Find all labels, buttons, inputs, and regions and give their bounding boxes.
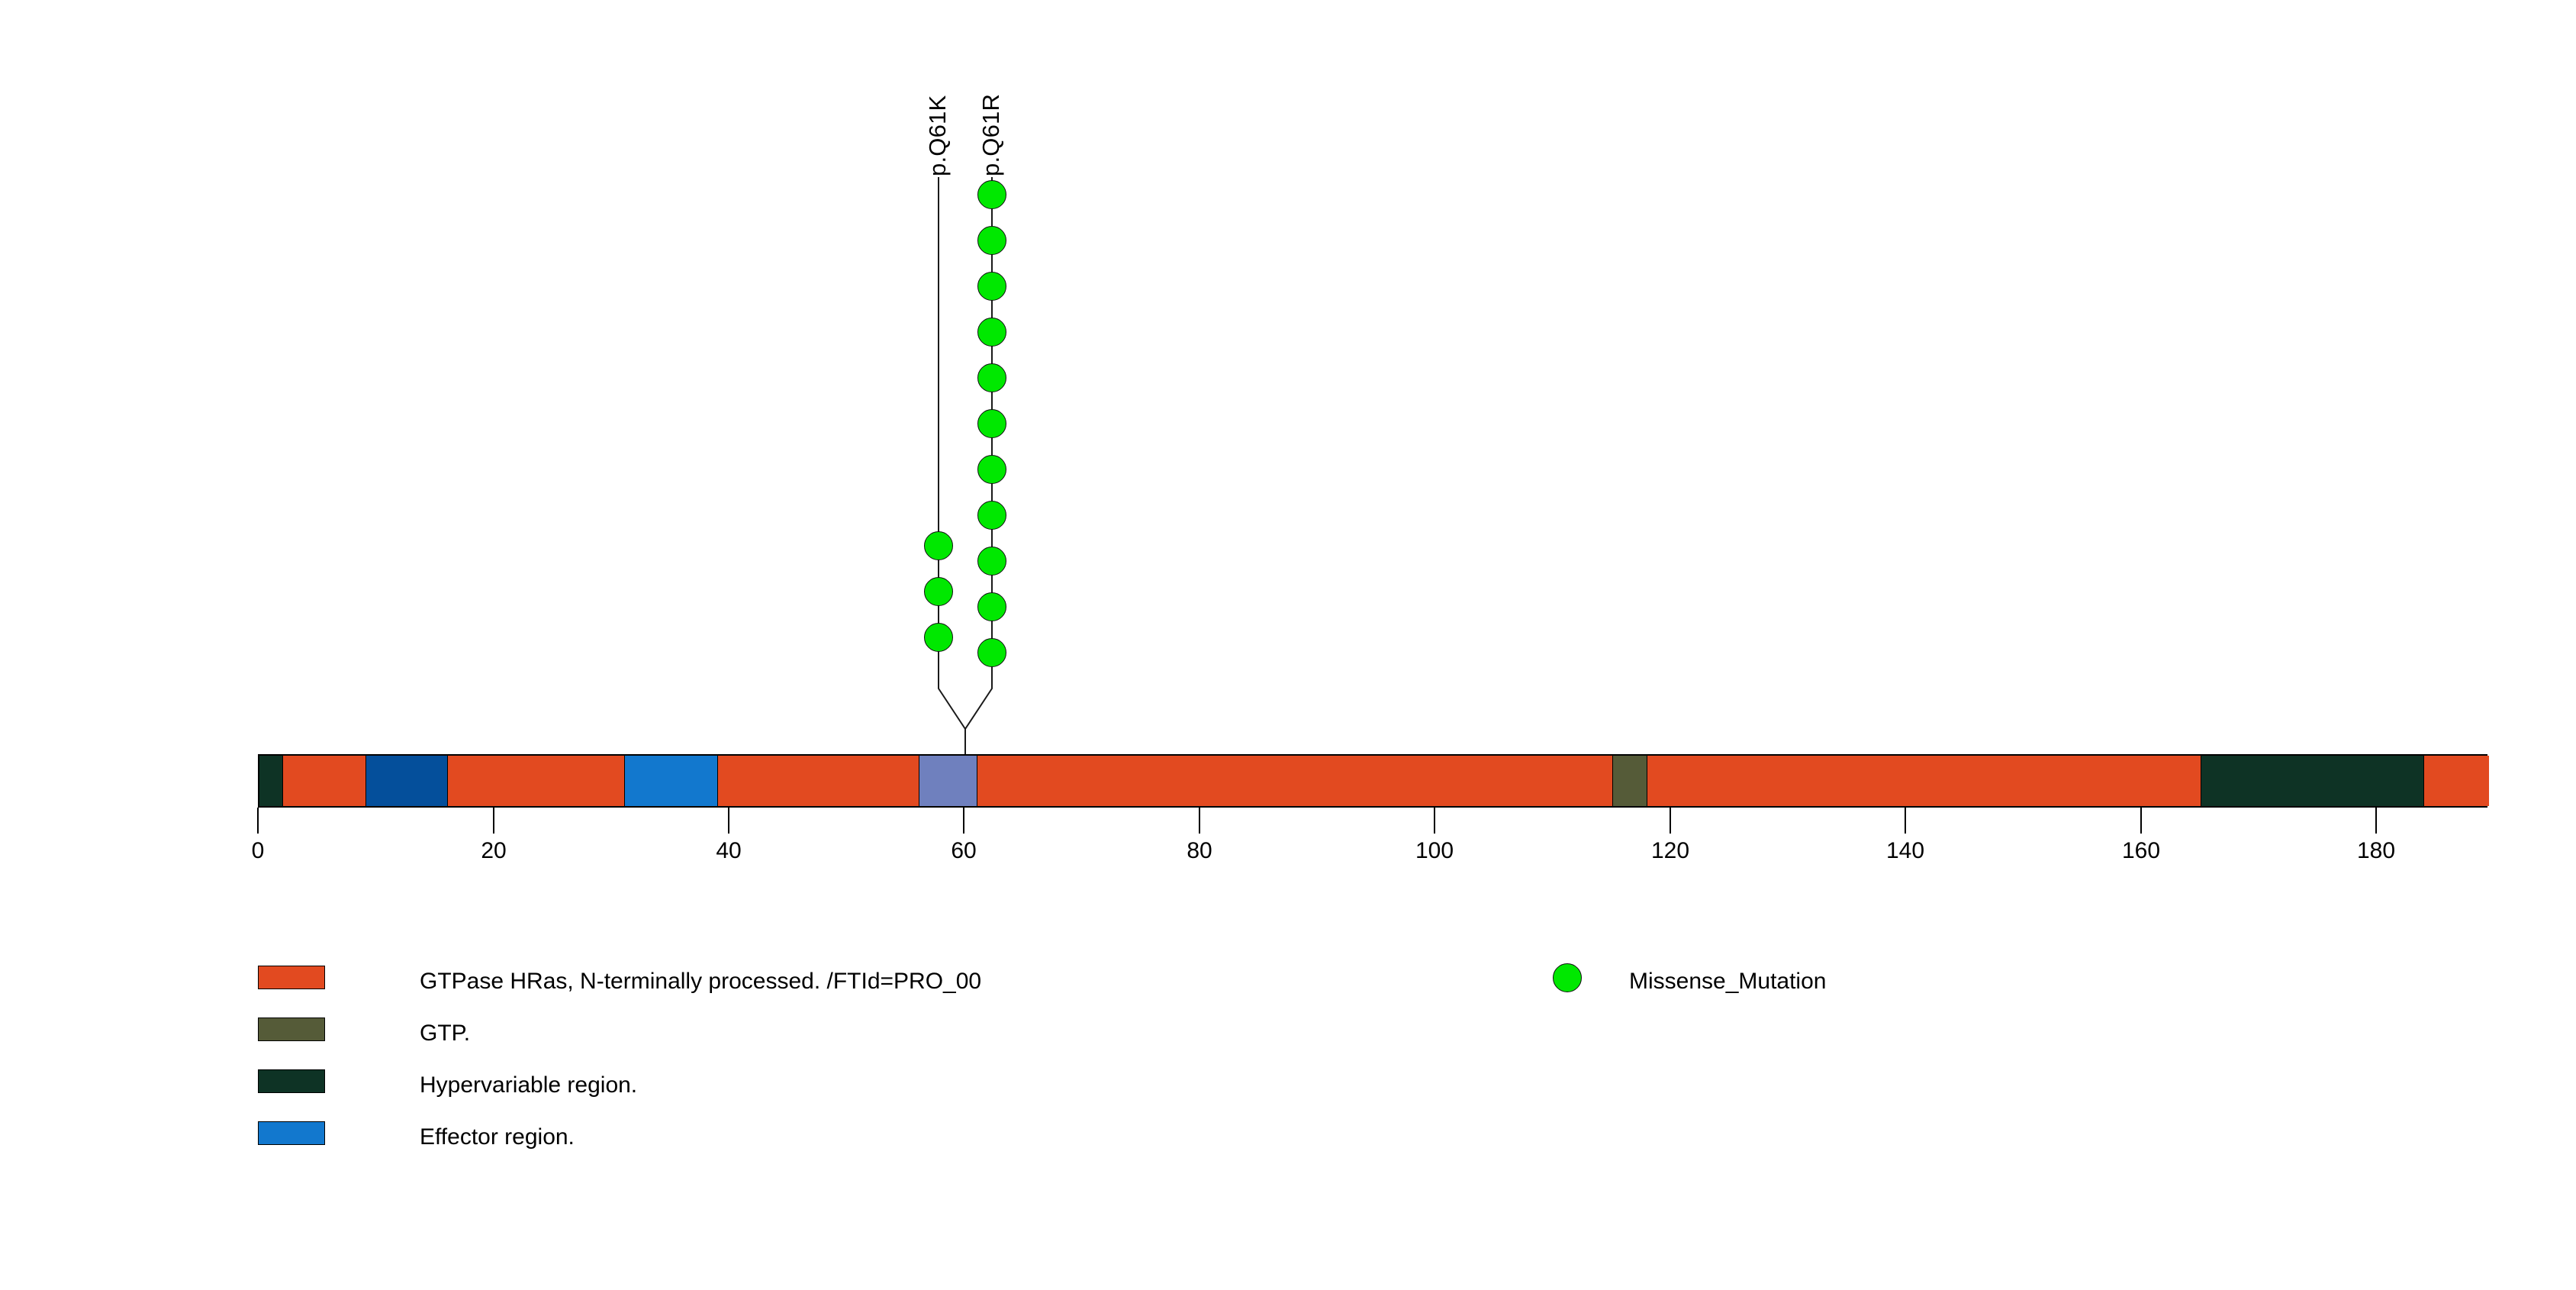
mutation-label-q61r: p.Q61R bbox=[977, 93, 1004, 176]
domain-segment-slate-region[interactable] bbox=[919, 756, 977, 806]
domain-segment-hypervariable-region[interactable] bbox=[2201, 756, 2424, 806]
connector-path-q61r bbox=[964, 672, 993, 730]
legend-swatch-effector-region bbox=[258, 1121, 325, 1145]
axis-tick-label: 40 bbox=[716, 838, 742, 863]
domain-segment-blue-region[interactable] bbox=[365, 756, 448, 806]
axis-tick-label: 140 bbox=[1885, 838, 1925, 863]
legend-swatch-gtp bbox=[258, 1017, 325, 1041]
axis-tick-mark bbox=[257, 808, 259, 834]
legend-label-effector-region: Effector region. bbox=[420, 1124, 575, 1150]
lollipop-head[interactable] bbox=[977, 409, 1006, 438]
axis-tick-label: 0 bbox=[251, 838, 265, 863]
domain-segment-gtpase-hras[interactable] bbox=[259, 756, 2489, 806]
axis-tick-label: 100 bbox=[1415, 838, 1454, 863]
axis-tick-mark bbox=[493, 808, 494, 834]
axis-tick-mark bbox=[963, 808, 964, 834]
legend-label-gtpase-hras: GTPase HRas, N-terminally processed. /FT… bbox=[420, 969, 982, 994]
lollipop-head[interactable] bbox=[977, 547, 1006, 576]
axis-tick-label: 60 bbox=[951, 838, 977, 863]
axis-tick-mark bbox=[1670, 808, 1671, 834]
lollipop-head[interactable] bbox=[924, 577, 953, 606]
domain-segment-gtp[interactable] bbox=[1612, 756, 1647, 806]
lollipop-head[interactable] bbox=[977, 318, 1006, 347]
legend-swatch-hypervariable-region bbox=[258, 1069, 325, 1093]
axis-tick-label: 160 bbox=[2121, 838, 2161, 863]
lollipop-head[interactable] bbox=[977, 180, 1006, 209]
lollipop-head[interactable] bbox=[977, 363, 1006, 392]
axis-tick-mark bbox=[2375, 808, 2377, 834]
connector-path-q61k bbox=[938, 672, 966, 754]
axis-tick-label: 120 bbox=[1650, 838, 1690, 863]
protein-domain-track[interactable] bbox=[258, 754, 2489, 808]
legend-label-hypervariable-region: Hypervariable region. bbox=[420, 1072, 638, 1098]
lollipop-head[interactable] bbox=[924, 531, 953, 560]
axis-tick-mark bbox=[1905, 808, 1906, 834]
axis-tick-mark bbox=[1434, 808, 1435, 834]
legend-swatch-gtpase-hras bbox=[258, 966, 325, 989]
lollipop-connector bbox=[938, 672, 993, 754]
lollipop-head[interactable] bbox=[977, 272, 1006, 301]
lollipop-head[interactable] bbox=[977, 592, 1006, 621]
axis-tick-label: 20 bbox=[481, 838, 507, 863]
axis-tick-mark bbox=[1199, 808, 1200, 834]
lollipop-stem-q61k bbox=[938, 177, 939, 679]
lollipop-head[interactable] bbox=[977, 455, 1006, 484]
domain-segment-effector-region[interactable] bbox=[624, 756, 718, 806]
lollipop-head[interactable] bbox=[924, 623, 953, 652]
lollipop-head[interactable] bbox=[977, 501, 1006, 530]
domain-segment-hypervariable-n[interactable] bbox=[259, 756, 283, 806]
axis-tick-label: 80 bbox=[1187, 838, 1212, 863]
legend-label-gtp: GTP. bbox=[420, 1021, 471, 1046]
lollipop-head[interactable] bbox=[977, 226, 1006, 255]
axis-tick-mark bbox=[728, 808, 729, 834]
axis-tick-mark bbox=[2140, 808, 2142, 834]
legend-label-missense-mutation: Missense_Mutation bbox=[1629, 969, 1827, 994]
axis-tick-label: 180 bbox=[2356, 838, 2396, 863]
lollipop-head[interactable] bbox=[977, 638, 1006, 667]
legend-dot-missense-mutation bbox=[1553, 963, 1582, 992]
mutation-label-q61k: p.Q61K bbox=[924, 95, 951, 176]
